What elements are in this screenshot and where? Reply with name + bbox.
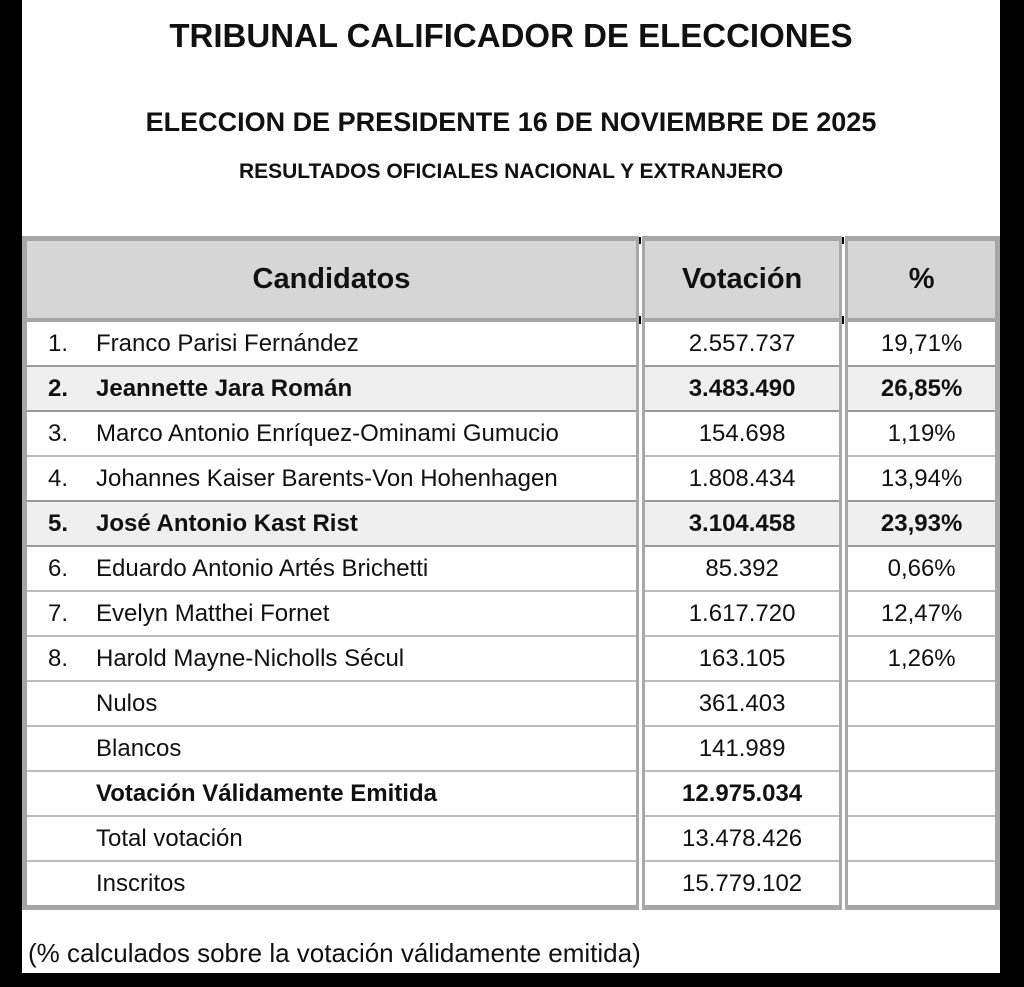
candidate-name: Harold Mayne-Nicholls Sécul	[96, 644, 405, 672]
candidate-name: Jeannette Jara Román	[96, 374, 353, 402]
votes-cell: 141.989	[635, 726, 844, 771]
table-row: Total votación 13.478.426	[24, 816, 998, 861]
candidate-number: 1.	[48, 329, 69, 357]
percent-cell: 1,19%	[839, 411, 998, 456]
candidate-cell: 3. Marco Antonio Enríquez-Ominami Gumucio	[24, 411, 641, 456]
percent-cell	[839, 861, 998, 908]
candidate-cell: 6. Eduardo Antonio Artés Brichetti	[24, 546, 641, 591]
candidate-number: 5.	[48, 509, 69, 537]
candidate-cell: Blancos	[24, 726, 641, 771]
percent-cell: 12,47%	[839, 591, 998, 636]
candidate-number: 3.	[48, 419, 69, 447]
votes-cell: 85.392	[635, 546, 844, 591]
candidate-name: Blancos	[96, 734, 182, 762]
candidate-name: Evelyn Matthei Fornet	[96, 599, 330, 627]
results-table: Candidatos Votación % 1. Franco Parisi Fe…	[22, 234, 1000, 910]
document: TRIBUNAL CALIFICADOR DE ELECCIONES ELECC…	[22, 0, 1000, 973]
results-table-header: Candidatos Votación %	[24, 234, 998, 322]
right-black-bar	[1000, 0, 1024, 987]
candidate-cell: Votación Válidamente Emitida	[24, 771, 641, 816]
candidate-cell: Nulos	[24, 681, 641, 726]
candidate-number: 6.	[48, 554, 69, 582]
page-title: TRIBUNAL CALIFICADOR DE ELECCIONES	[169, 17, 853, 54]
table-row: 2. Jeannette Jara Román 3.483.490 26,85%	[24, 366, 998, 411]
candidate-number: 4.	[48, 464, 69, 492]
bottom-black-bar	[0, 973, 1024, 987]
candidate-cell: Inscritos	[24, 861, 641, 908]
votes-cell: 15.779.102	[635, 861, 844, 908]
table-row: 6. Eduardo Antonio Artés Brichetti 85.392 0…	[24, 546, 998, 591]
table-row: 3. Marco Antonio Enríquez-Ominami Gumucio…	[24, 411, 998, 456]
footnote: (% calculados sobre la votación válidame…	[28, 938, 641, 968]
candidate-name: Johannes Kaiser Barents-Von Hohenhagen	[96, 464, 558, 492]
percent-cell: 0,66%	[839, 546, 998, 591]
candidate-name: Total votación	[96, 824, 243, 852]
table-row: Inscritos 15.779.102	[24, 861, 998, 908]
votes-cell: 1.617.720	[635, 591, 844, 636]
candidate-name: Inscritos	[96, 869, 186, 897]
percent-cell: 23,93%	[839, 501, 998, 546]
candidate-name: Votación Válidamente Emitida	[96, 779, 437, 807]
candidate-cell: 8. Harold Mayne-Nicholls Sécul	[24, 636, 641, 681]
results-note: RESULTADOS OFICIALES NACIONAL Y EXTRANJE…	[238, 160, 784, 183]
candidate-cell: 7. Evelyn Matthei Fornet	[24, 591, 641, 636]
table-row: 1. Franco Parisi Fernández 2.557.737 19,71%	[24, 320, 998, 366]
votes-cell: 13.478.426	[635, 816, 844, 861]
candidate-name: Nulos	[96, 689, 158, 717]
table-row: Blancos 141.989	[24, 726, 998, 771]
votes-cell: 3.104.458	[635, 501, 844, 546]
table-row: 7. Evelyn Matthei Fornet 1.617.720 12,47%	[24, 591, 998, 636]
percent-cell	[839, 726, 998, 771]
candidate-cell: Total votación	[24, 816, 641, 861]
candidate-name: Franco Parisi Fernández	[96, 329, 359, 357]
percent-cell: 1,26%	[839, 636, 998, 681]
column-header-candidatos: Candidatos	[24, 238, 641, 322]
percent-cell	[839, 816, 998, 861]
table-row: 5. José Antonio Kast Rist 3.104.458 23,93%	[24, 501, 998, 546]
votes-cell: 163.105	[635, 636, 844, 681]
candidate-cell: 1. Franco Parisi Fernández	[24, 320, 641, 366]
table-row: 8. Harold Mayne-Nicholls Sécul 163.105 1,26…	[24, 636, 998, 681]
left-black-bar	[0, 0, 22, 987]
candidate-number: 7.	[48, 599, 69, 627]
percent-cell	[839, 681, 998, 726]
candidate-cell: 5. José Antonio Kast Rist	[24, 501, 641, 546]
votes-cell: 154.698	[635, 411, 844, 456]
candidate-name: José Antonio Kast Rist	[96, 509, 358, 537]
candidate-cell: 2. Jeannette Jara Román	[24, 366, 641, 411]
percent-cell: 26,85%	[839, 366, 998, 411]
election-subtitle: ELECCION DE PRESIDENTE 16 DE NOVIEMBRE D…	[145, 107, 877, 137]
candidate-cell: 4. Johannes Kaiser Barents-Von Hohenhagen	[24, 456, 641, 501]
header-row: Candidatos Votación %	[24, 234, 998, 322]
percent-cell: 13,94%	[839, 456, 998, 501]
candidate-number: 8.	[48, 644, 69, 672]
percent-cell	[839, 771, 998, 816]
candidate-number: 2.	[48, 374, 69, 402]
results-table-body: 1. Franco Parisi Fernández 2.557.737 19,71%…	[24, 320, 998, 908]
votes-cell: 12.975.034	[635, 771, 844, 816]
votes-cell: 2.557.737	[635, 320, 844, 366]
table-row: Nulos 361.403	[24, 681, 998, 726]
table-row: Votación Válidamente Emitida 12.975.034	[24, 771, 998, 816]
column-header-votacion: Votación	[635, 234, 844, 322]
candidate-name: Marco Antonio Enríquez-Ominami Gumucio	[96, 419, 559, 447]
votes-cell: 361.403	[635, 681, 844, 726]
column-header-percent: %	[839, 234, 998, 322]
candidate-name: Eduardo Antonio Artés Brichetti	[96, 554, 429, 582]
table-row: 4. Johannes Kaiser Barents-Von Hohenhagen…	[24, 456, 998, 501]
percent-cell: 19,71%	[839, 320, 998, 366]
votes-cell: 1.808.434	[635, 456, 844, 501]
votes-cell: 3.483.490	[635, 366, 844, 411]
